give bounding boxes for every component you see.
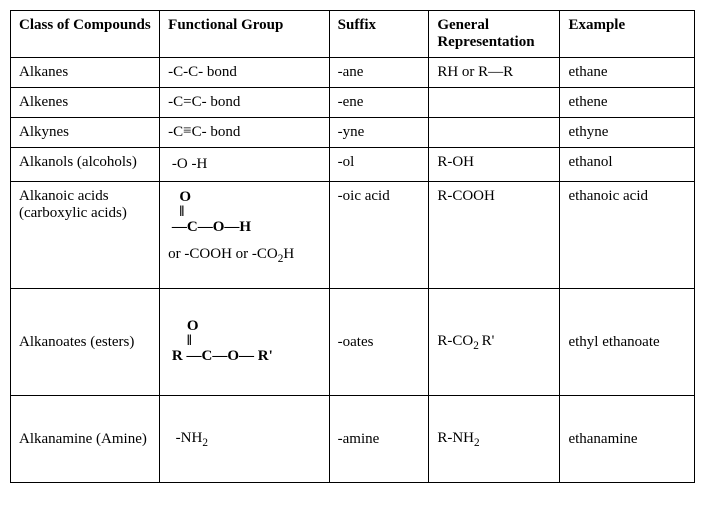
cell-class: Alkenes [11, 88, 160, 118]
cell-suffix: -oic acid [329, 182, 429, 289]
table-row: Alkanols (alcohols) -O -H -ol R-OH ethan… [11, 148, 695, 182]
header-general-representation: General Representation [429, 11, 560, 58]
cell-gen [429, 88, 560, 118]
header-general-line1: General [437, 17, 489, 33]
table-row: Alkanamine (Amine) -NH2 -amine R-NH2 eth… [11, 396, 695, 483]
class-line2: (carboxylic acids) [19, 205, 127, 221]
carboxylic-structure: O ‖ —C—O—H [168, 190, 251, 235]
table-row: Alkynes -C≡C- bond -yne ethyne [11, 118, 695, 148]
cell-gen: RH or R—R [429, 58, 560, 88]
header-functional-group: Functional Group [160, 11, 330, 58]
cell-fg: -C=C- bond [160, 88, 330, 118]
cell-class: Alkynes [11, 118, 160, 148]
header-suffix: Suffix [329, 11, 429, 58]
compounds-table: Class of Compounds Functional Group Suff… [10, 10, 695, 483]
cell-suffix: -yne [329, 118, 429, 148]
cell-gen [429, 118, 560, 148]
header-class: Class of Compounds [11, 11, 160, 58]
cell-gen: R-NH2 [429, 396, 560, 483]
cell-suffix: -amine [329, 396, 429, 483]
cell-ex: ethyl ethanoate [560, 289, 695, 396]
cell-ex: ethane [560, 58, 695, 88]
class-line1: Alkanoic acids [19, 188, 109, 204]
cell-fg: O ‖ —C—O—H or -COOH or -CO2H [160, 182, 330, 289]
cell-suffix: -ol [329, 148, 429, 182]
cell-ex: ethanol [560, 148, 695, 182]
cell-fg: -C-C- bond [160, 58, 330, 88]
header-row: Class of Compounds Functional Group Suff… [11, 11, 695, 58]
cell-fg: -NH2 [160, 396, 330, 483]
cell-suffix: -ene [329, 88, 429, 118]
cell-ex: ethanoic acid [560, 182, 695, 289]
cell-class: Alkanols (alcohols) [11, 148, 160, 182]
cell-class: Alkanamine (Amine) [11, 396, 160, 483]
cell-gen: R-CO2 R' [429, 289, 560, 396]
table-row: Alkanoic acids (carboxylic acids) O ‖ —C… [11, 182, 695, 289]
table-row: Alkanes -C-C- bond -ane RH or R—R ethane [11, 58, 695, 88]
cell-fg: -C≡C- bond [160, 118, 330, 148]
header-example: Example [560, 11, 695, 58]
cell-fg: O ‖ R —C—O— R' [160, 289, 330, 396]
fg-alt: or -COOH or -CO2H [168, 246, 321, 265]
cell-ex: ethene [560, 88, 695, 118]
cell-gen: R-OH [429, 148, 560, 182]
header-general-line2: Representation [437, 34, 534, 50]
table-row: Alkanoates (esters) O ‖ R —C—O— R' -oate… [11, 289, 695, 396]
cell-class: Alkanoic acids (carboxylic acids) [11, 182, 160, 289]
cell-suffix: -oates [329, 289, 429, 396]
cell-fg: -O -H [160, 148, 330, 182]
cell-ex: ethyne [560, 118, 695, 148]
cell-class: Alkanoates (esters) [11, 289, 160, 396]
cell-class: Alkanes [11, 58, 160, 88]
cell-ex: ethanamine [560, 396, 695, 483]
ester-structure: O ‖ R —C—O— R' [168, 319, 273, 364]
table-row: Alkenes -C=C- bond -ene ethene [11, 88, 695, 118]
cell-gen: R-COOH [429, 182, 560, 289]
cell-suffix: -ane [329, 58, 429, 88]
